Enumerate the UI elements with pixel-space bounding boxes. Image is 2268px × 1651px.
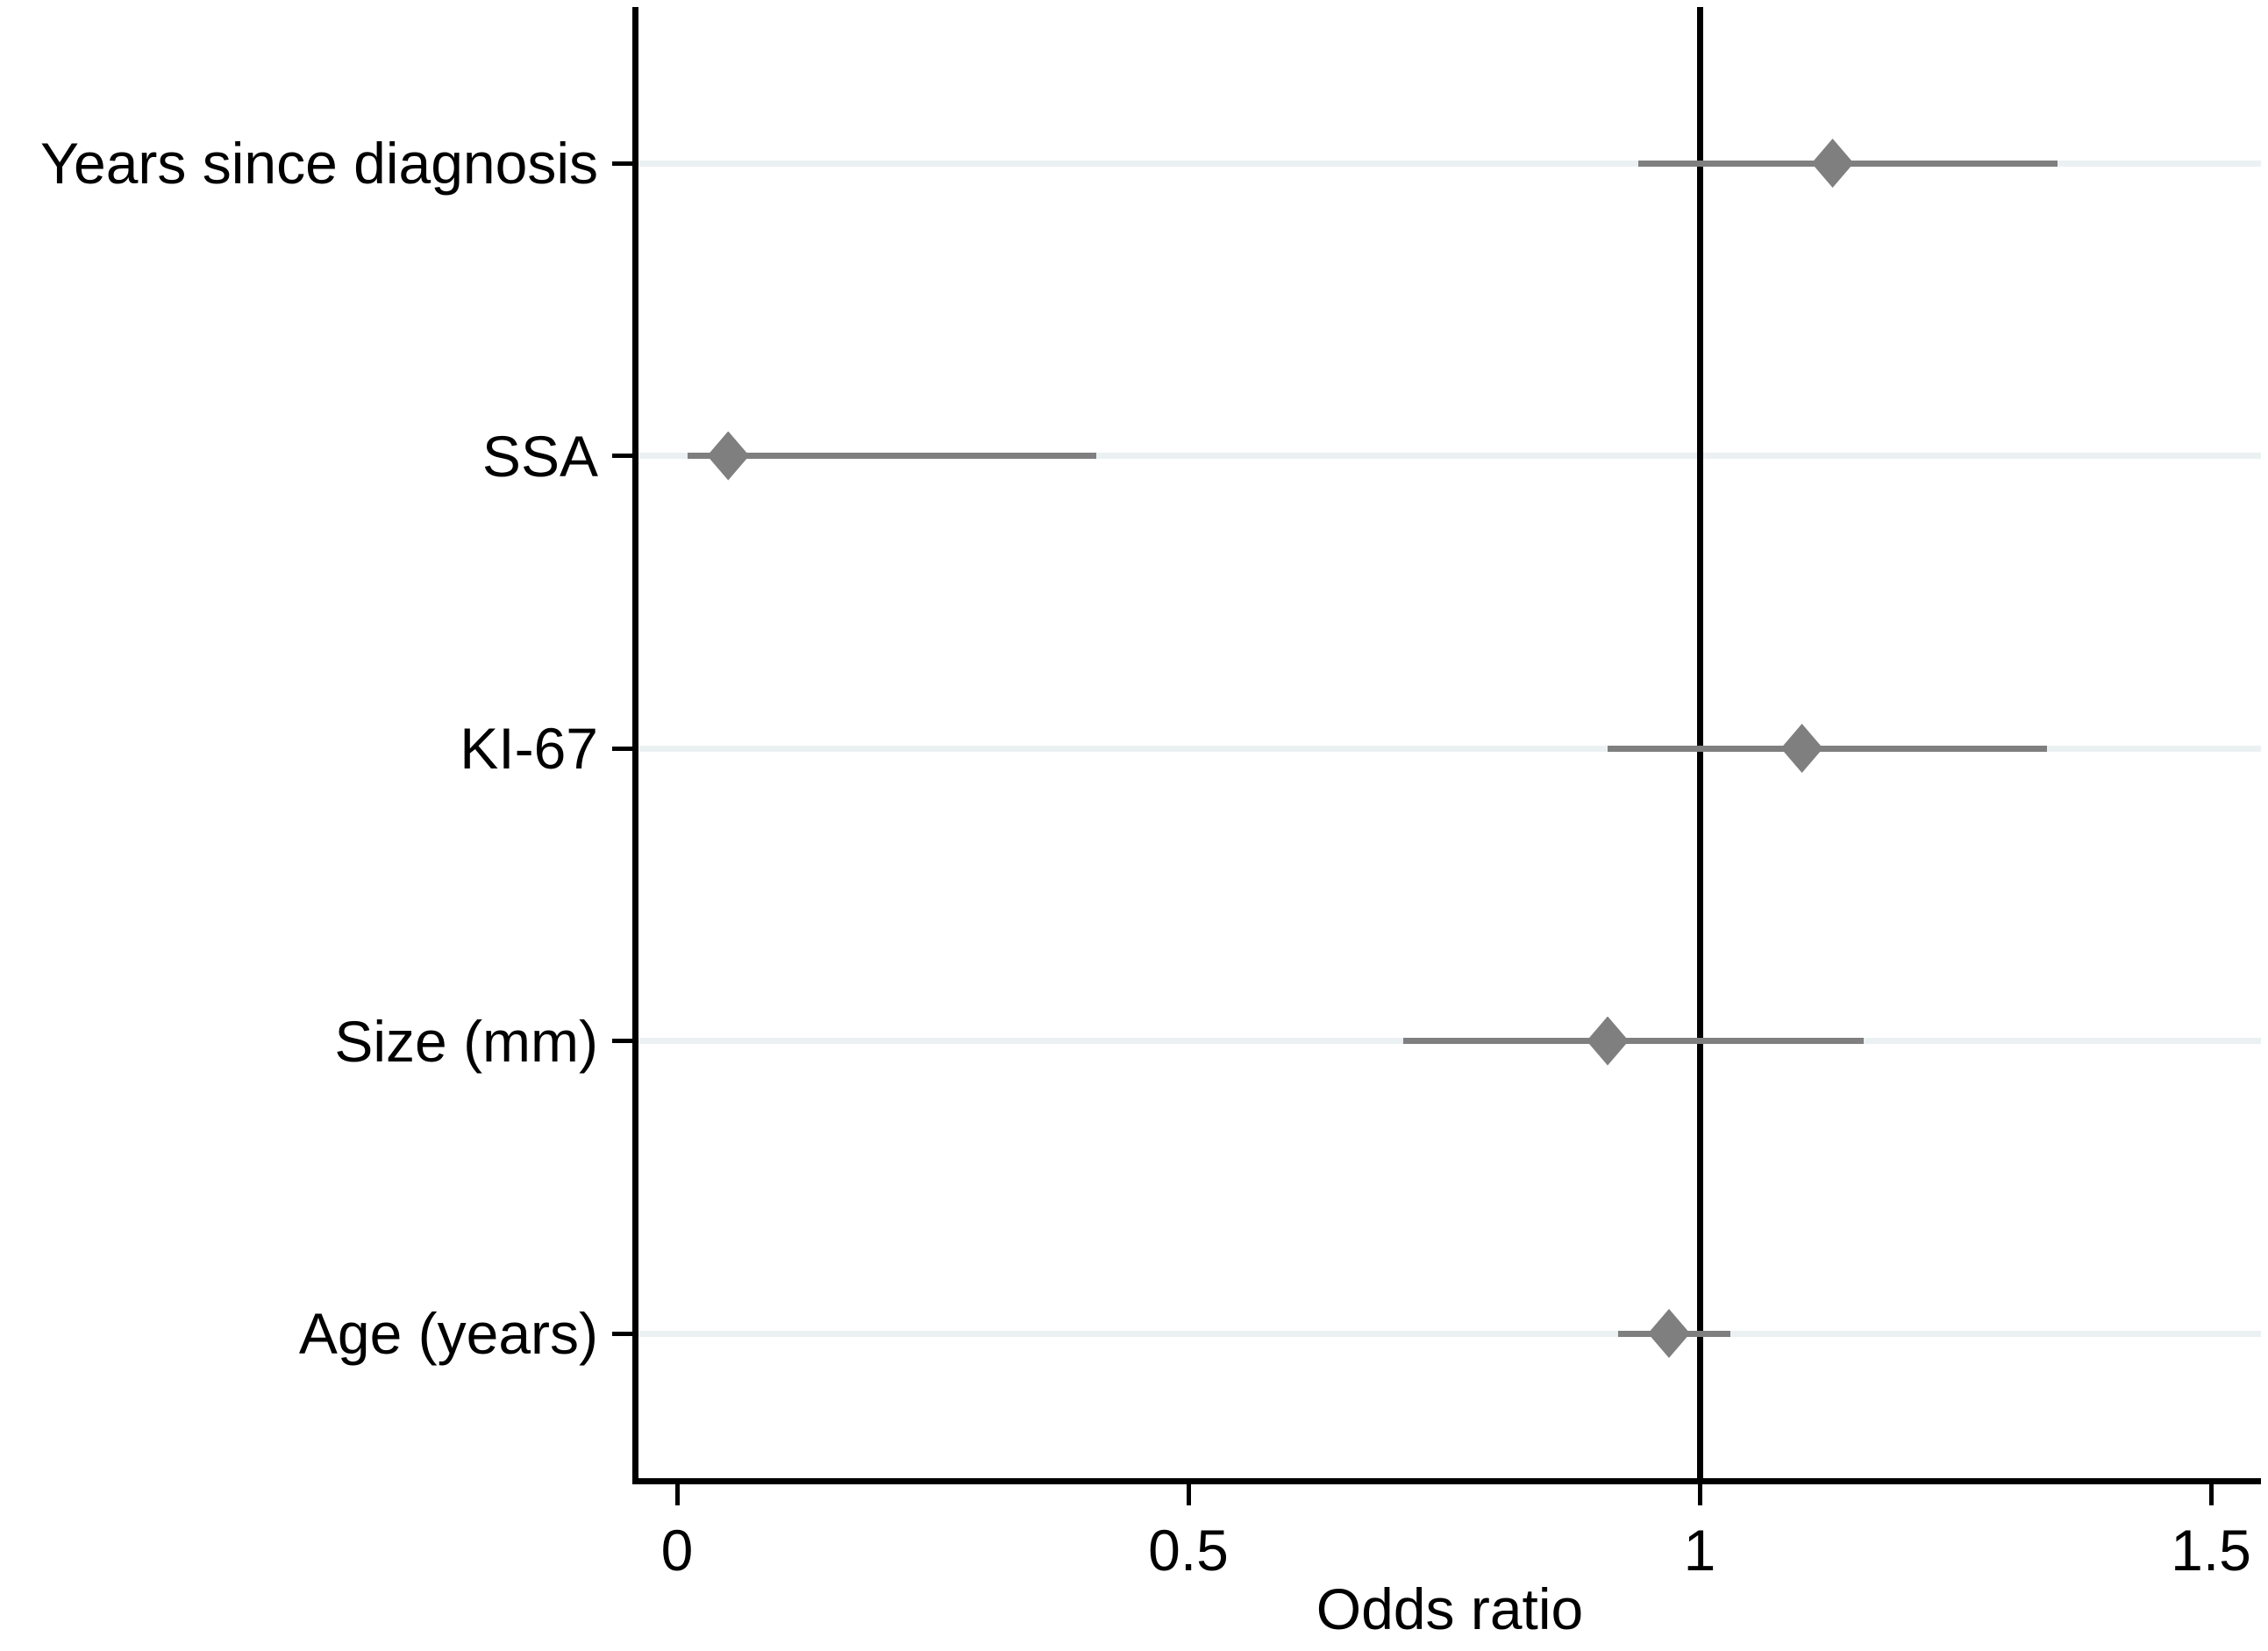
category-label: Age (years) [298,1301,598,1366]
or-diamond-marker [1648,1309,1691,1358]
x-tick [674,1484,680,1505]
x-tick [2208,1484,2214,1505]
category-label: SSA [481,423,598,489]
x-tick-label: 1 [1683,1518,1716,1583]
x-axis-line [632,1478,2261,1484]
row-gridline [638,160,2261,167]
or-diamond-marker [1780,724,1823,773]
x-tick [1697,1484,1702,1505]
or-diamond-marker [707,431,750,481]
category-tick [612,746,638,751]
x-tick-label: 1.5 [2171,1518,2251,1583]
or-diamond-marker [1811,139,1854,188]
ci-line [687,453,1097,459]
category-tick [612,1039,638,1043]
category-label: KI-67 [460,716,598,781]
x-tick-label: 0.5 [1148,1518,1229,1583]
y-axis-line [632,7,638,1484]
row-gridline [638,453,2261,459]
x-tick [1186,1484,1191,1505]
x-tick-label: 0 [660,1518,694,1583]
ci-line [1402,1038,1864,1044]
category-label: Years since diagnosis [40,131,598,196]
category-tick [612,1331,638,1336]
row-gridline [638,745,2261,752]
x-axis-title: Odds ratio [1316,1576,1584,1641]
category-tick [612,454,638,458]
category-tick [612,161,638,166]
or-diamond-marker [1587,1016,1630,1066]
row-gridline [638,1330,2261,1337]
category-label: Size (mm) [334,1008,598,1074]
ci-line [1608,745,2048,752]
reference-line [1696,7,1703,1478]
